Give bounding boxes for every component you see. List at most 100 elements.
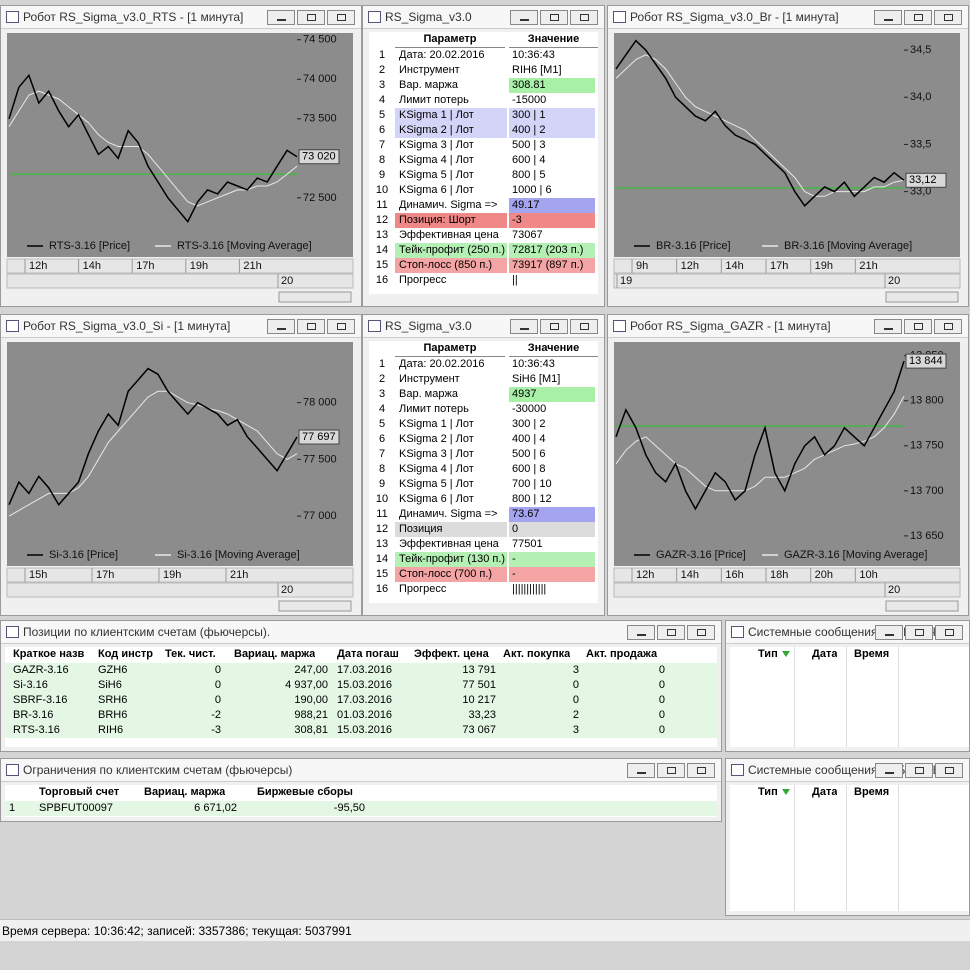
window: Ограничения по клиентским счетам (фьючер… [0, 758, 722, 822]
param-cell: KSigma 6 | Лот [399, 184, 474, 196]
y-tick-label: 33,5 [910, 138, 931, 150]
cell: 2 [572, 709, 579, 721]
window-button-min[interactable] [875, 763, 903, 778]
row-number: 10 [375, 184, 389, 196]
column-header: Тек. чист. [165, 648, 216, 660]
row-number: 6 [378, 124, 386, 136]
window-button-min[interactable] [874, 10, 902, 25]
cell: 15.03.2016 [337, 679, 393, 691]
cell: SBRF-3.16 [13, 694, 68, 706]
series-line [615, 39, 905, 207]
row-number: 15 [375, 568, 389, 580]
y-tick-label: 34,5 [910, 44, 931, 56]
row-number: 2 [378, 373, 386, 385]
window-button-close[interactable] [570, 319, 598, 334]
window-button-close[interactable] [570, 10, 598, 25]
grid: Тип Дата Время [730, 647, 969, 747]
y-tick-label: 77 500 [303, 453, 337, 465]
last-value-box [298, 149, 340, 165]
window-title: Робот RS_Sigma_GAZR - [1 минута] [630, 319, 831, 333]
x-tick-label: 21h [243, 260, 261, 272]
window-button-min[interactable] [875, 625, 903, 640]
window-button-min[interactable] [510, 319, 538, 334]
row [5, 663, 717, 678]
y-tick-label: 13 700 [910, 485, 944, 497]
window-button-max[interactable] [540, 319, 568, 334]
cell: RIH6 [98, 724, 124, 736]
cell: 0 [658, 709, 665, 721]
grid: Тип Дата Время [730, 785, 969, 911]
y-tick-label: 33,0 [910, 186, 931, 198]
last-value-label: 13 844 [909, 355, 943, 367]
cell: 0 [658, 694, 665, 706]
cell: -2 [211, 709, 221, 721]
column-header: Акт. покупка [503, 648, 571, 660]
window-button-max[interactable] [904, 319, 932, 334]
scrollbar[interactable] [278, 600, 352, 612]
x-tick-label: 15h [29, 569, 47, 581]
window-button-close[interactable] [935, 763, 963, 778]
row [5, 708, 717, 723]
window: Позиции по клиентским счетам (фьючерсы).… [0, 620, 722, 752]
x-tick-label: 19h [163, 569, 181, 581]
window-button-max[interactable] [297, 10, 325, 25]
window-button-min[interactable] [627, 625, 655, 640]
window-button-close[interactable] [327, 10, 355, 25]
cell: 13 791 [462, 664, 496, 676]
last-value-label: 77 697 [302, 431, 336, 443]
scrollbar[interactable] [885, 291, 959, 303]
cell: BR-3.16 [13, 709, 54, 721]
scrollbar[interactable] [885, 600, 959, 612]
x-tick-label: 12h [681, 260, 699, 272]
row-number: 12 [375, 214, 389, 226]
window-button-max[interactable] [904, 10, 932, 25]
filter-icon [782, 789, 790, 795]
column-header: Время [854, 648, 890, 660]
param-cell: Лимит потерь [399, 403, 469, 415]
window-button-min[interactable] [627, 763, 655, 778]
scrollbar[interactable] [278, 291, 352, 303]
window-button-close[interactable] [687, 763, 715, 778]
row-number: 11 [376, 508, 388, 520]
x-tick-label: 18h [770, 569, 788, 581]
window-button-max[interactable] [905, 625, 933, 640]
row-number: 3 [378, 79, 386, 91]
window-button-max[interactable] [297, 319, 325, 334]
param-cell: KSigma 4 | Лот [399, 463, 474, 475]
window-button-close[interactable] [687, 625, 715, 640]
window-button-max[interactable] [657, 625, 685, 640]
cell: SiH6 [98, 679, 122, 691]
window-button-max[interactable] [657, 763, 685, 778]
window-button-max[interactable] [905, 763, 933, 778]
window: Системные сообщения - КРИТИЧНЫЕ Тип Дата Вр… [725, 620, 970, 752]
x-tick-label: 16h [725, 569, 743, 581]
series-line [8, 73, 298, 223]
column-header: Торговый счет [39, 786, 120, 798]
window: RS_Sigma_v3.0 Параметр Значение 1 Дата: 20.0… [362, 314, 605, 616]
param-cell: KSigma 1 | Лот [395, 108, 507, 123]
window-icon [368, 11, 381, 23]
header-cell: Параметр [395, 341, 505, 357]
cell: 0 [572, 694, 579, 706]
row-number: 2 [378, 64, 386, 76]
row-number: 8 [378, 154, 386, 166]
window-button-min[interactable] [510, 10, 538, 25]
title-bar: Позиции по клиентским счетам (фьючерсы). [1, 621, 721, 644]
cell: 0 [572, 679, 579, 691]
window-button-close[interactable] [327, 319, 355, 334]
window-button-min[interactable] [267, 319, 295, 334]
window-icon [368, 320, 381, 332]
window-button-close[interactable] [934, 319, 962, 334]
window-button-min[interactable] [267, 10, 295, 25]
column-divider [898, 785, 899, 911]
column-divider [846, 785, 847, 911]
window-icon [613, 11, 626, 23]
param-cell: KSigma 5 | Лот [399, 478, 474, 490]
value-cell: 600 | 4 [512, 154, 546, 166]
window-icon [613, 320, 626, 332]
window-button-min[interactable] [874, 319, 902, 334]
window-button-max[interactable] [540, 10, 568, 25]
window-button-close[interactable] [934, 10, 962, 25]
window-button-close[interactable] [935, 625, 963, 640]
